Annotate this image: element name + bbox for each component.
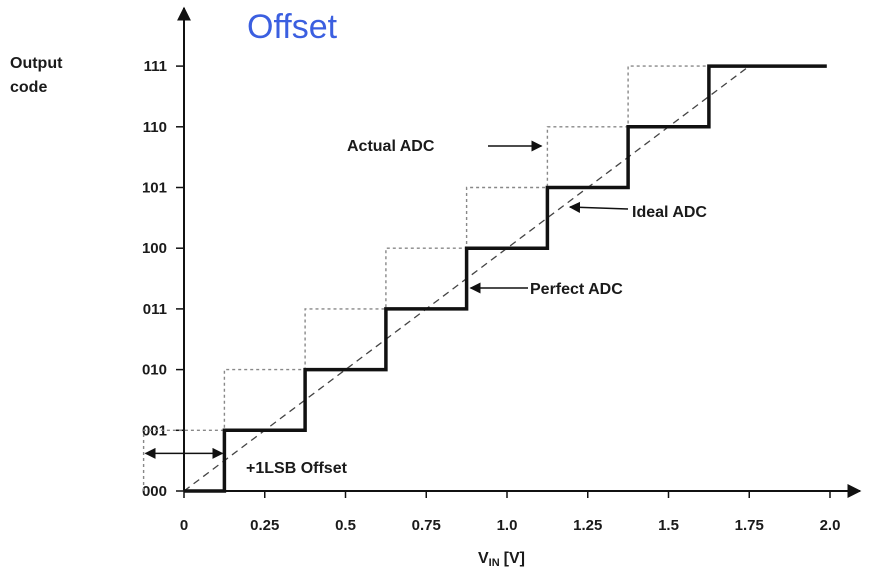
y-tick-label: 101: [142, 180, 167, 197]
x-axis-label-main: V: [478, 550, 489, 567]
annotation-offset: +1LSB Offset: [246, 460, 348, 477]
chart-title: Offset: [247, 8, 338, 46]
x-tick-label: 0.5: [335, 517, 356, 534]
x-axis-label-sub: IN: [489, 557, 500, 569]
annotation-ideal-adc-arrow: [568, 201, 629, 213]
annotations-layer: Actual ADC Ideal ADC Perfect ADC +1LSB Offs…: [144, 138, 707, 477]
x-ticks: 0 0.25 0.5 0.75 1.0 1.25 1.5 1.75 2.0: [180, 491, 841, 534]
y-tick-label: 011: [143, 301, 167, 318]
series-actual-adc: [142, 65, 709, 491]
series-perfect-adc: [184, 64, 827, 493]
y-ticks: 000 001 010 011 100 101 110 111: [142, 58, 184, 500]
x-tick-label: 2.0: [820, 517, 841, 534]
y-tick-label: 111: [144, 58, 167, 75]
annotation-perfect-adc: Perfect ADC: [530, 281, 623, 298]
x-axis-label-unit: [V]: [504, 550, 525, 567]
y-tick-label: 100: [142, 240, 167, 257]
axes: [177, 6, 862, 498]
annotation-actual-adc: Actual ADC: [347, 138, 435, 155]
series-layer: [142, 64, 827, 493]
y-tick-label: 010: [142, 362, 167, 379]
y-tick-label: 110: [143, 119, 167, 136]
x-tick-label: 1.0: [497, 517, 518, 534]
x-axis-label: VIN [V]: [478, 550, 525, 569]
y-tick-label: 001: [142, 422, 167, 439]
y-axis-label-line2: code: [10, 79, 47, 96]
x-tick-label: 0.75: [412, 517, 441, 534]
annotation-ideal-adc: Ideal ADC: [632, 204, 707, 221]
x-tick-label: 1.5: [658, 517, 679, 534]
x-tick-label: 1.25: [573, 517, 602, 534]
y-axis-label-line1: Output: [10, 55, 63, 72]
x-tick-label: 1.75: [735, 517, 764, 534]
x-tick-label: 0: [180, 517, 188, 534]
y-tick-label: 000: [142, 483, 167, 500]
x-tick-label: 0.25: [250, 517, 279, 534]
